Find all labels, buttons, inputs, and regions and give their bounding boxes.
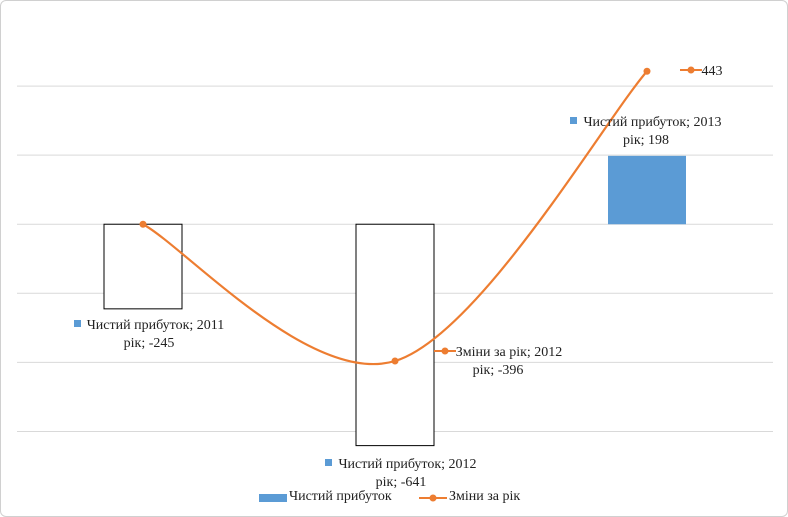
legend-key	[429, 494, 437, 502]
line	[142, 70, 648, 365]
label-key	[679, 66, 702, 74]
label-text: Зміни за рік; 2012 рік; -396	[455, 345, 563, 378]
data-label: Чистий прибуток; 2011 рік; -245	[64, 317, 234, 353]
bar	[103, 223, 183, 310]
label-text: Чистий прибуток; 2012 рік; -641	[338, 457, 477, 490]
bar	[608, 155, 686, 225]
data-label: 443	[671, 63, 731, 81]
label-key	[570, 117, 578, 124]
line-point	[391, 357, 399, 365]
data-label: Зміни за рік; 2012 рік; -396	[423, 344, 573, 380]
legend-label: Зміни за рік	[449, 489, 521, 504]
legend-key	[259, 494, 287, 502]
line-point	[643, 67, 651, 75]
bar	[355, 223, 435, 447]
label-text: Чистий прибуток; 2011 рік; -245	[86, 318, 225, 351]
legend-label: Чистий прибуток	[289, 489, 392, 504]
data-label: Чистий прибуток; 2012 рік; -641	[316, 456, 486, 492]
label-key	[325, 459, 333, 466]
line-point	[139, 220, 147, 228]
label-text: 443	[701, 64, 723, 79]
label-key	[433, 347, 456, 355]
label-text: Чистий прибуток; 2013 рік; 198	[583, 115, 722, 148]
label-key	[73, 320, 81, 327]
data-label: Чистий прибуток; 2013 рік; 198	[561, 114, 731, 150]
